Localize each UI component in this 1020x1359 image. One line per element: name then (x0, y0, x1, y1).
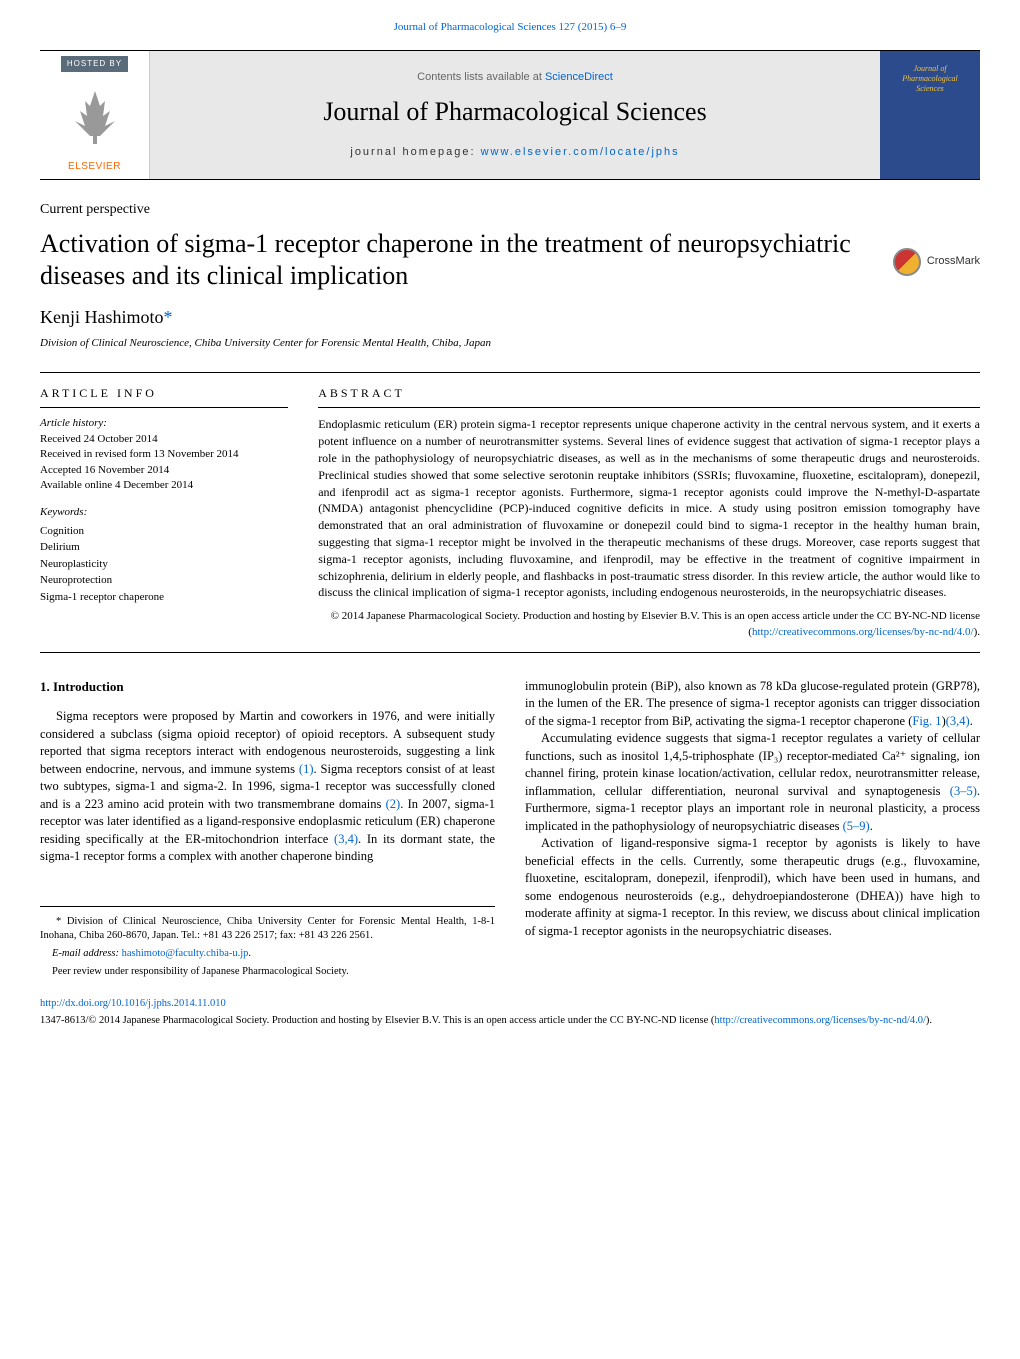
corresponding-asterisk: * (164, 307, 173, 327)
license-link[interactable]: http://creativecommons.org/licenses/by-n… (752, 626, 974, 638)
crossmark-badge[interactable]: CrossMark (893, 248, 980, 276)
journal-banner: HOSTED BY ELSEVIER Contents lists availa… (40, 50, 980, 180)
elsevier-tree-icon (65, 86, 125, 146)
article-type: Current perspective (40, 200, 980, 220)
corresponding-footnote: * Division of Clinical Neuroscience, Chi… (40, 915, 495, 944)
revised-date: Received in revised form 13 November 201… (40, 447, 288, 462)
accepted-date: Accepted 16 November 2014 (40, 463, 288, 478)
keywords-label: Keywords: (40, 505, 288, 520)
section-1-heading: 1. Introduction (40, 678, 495, 696)
email-period: . (248, 948, 251, 959)
available-date: Available online 4 December 2014 (40, 478, 288, 493)
right-column: immunoglobulin protein (BiP), also known… (525, 678, 980, 982)
keyword: Sigma-1 receptor chaperone (40, 589, 288, 606)
journal-name: Journal of Pharmacological Sciences (150, 94, 880, 130)
page-footer: http://dx.doi.org/10.1016/j.jphs.2014.11… (40, 997, 980, 1028)
col2-p1c: . (970, 714, 973, 728)
keyword: Cognition (40, 523, 288, 540)
col2-p3: Activation of ligand-responsive sigma-1 … (525, 835, 980, 940)
sciencedirect-link[interactable]: ScienceDirect (545, 71, 613, 83)
received-date: Received 24 October 2014 (40, 432, 288, 447)
article-info-heading: ARTICLE INFO (40, 385, 288, 409)
article-history: Article history: Received 24 October 201… (40, 416, 288, 493)
abstract-body: Endoplasmic reticulum (ER) protein sigma… (318, 416, 980, 601)
issn-close: ). (926, 1015, 932, 1026)
title-row: Activation of sigma-1 receptor chaperone… (40, 228, 980, 293)
author-name: Kenji Hashimoto* (40, 305, 980, 330)
contents-prefix: Contents lists available at (417, 71, 545, 83)
footnotes: * Division of Clinical Neuroscience, Chi… (40, 906, 495, 980)
journal-cover: Journal of Pharmacological Sciences (880, 51, 980, 179)
ref-2[interactable]: (2) (386, 797, 401, 811)
abstract-heading: ABSTRACT (318, 385, 980, 409)
fig-1-link[interactable]: Fig. 1 (912, 714, 941, 728)
author-affiliation: Division of Clinical Neuroscience, Chiba… (40, 336, 980, 351)
issn-copyright: 1347-8613/© 2014 Japanese Pharmacologica… (40, 1014, 980, 1029)
main-content: 1. Introduction Sigma receptors were pro… (40, 678, 980, 982)
ref-3-4b[interactable]: (3,4) (946, 714, 970, 728)
contents-line: Contents lists available at ScienceDirec… (150, 70, 880, 85)
copyright-close: ). (974, 626, 980, 638)
cover-title: Journal of Pharmacological Sciences (888, 64, 972, 93)
abstract: ABSTRACT Endoplasmic reticulum (ER) prot… (303, 373, 980, 652)
crossmark-label: CrossMark (927, 254, 980, 269)
col2-p2: Accumulating evidence suggests that sigm… (525, 730, 980, 835)
email-footnote: E-mail address: hashimoto@faculty.chiba-… (40, 947, 495, 962)
col2-p1: immunoglobulin protein (BiP), also known… (525, 678, 980, 731)
publisher-block: HOSTED BY ELSEVIER (40, 51, 150, 179)
homepage-prefix: journal homepage: (350, 146, 480, 158)
ref-3-5[interactable]: (3–5) (950, 784, 977, 798)
keyword: Neuroplasticity (40, 556, 288, 573)
email-label: E-mail address: (52, 948, 122, 959)
ref-1[interactable]: (1) (299, 762, 314, 776)
col2-p2c: . (870, 819, 873, 833)
homepage-link[interactable]: www.elsevier.com/locate/jphs (481, 146, 680, 158)
author-text: Kenji Hashimoto (40, 307, 164, 327)
doi-link[interactable]: http://dx.doi.org/10.1016/j.jphs.2014.11… (40, 998, 226, 1009)
footer-license-link[interactable]: http://creativecommons.org/licenses/by-n… (714, 1015, 926, 1026)
keywords-block: Keywords: Cognition Delirium Neuroplasti… (40, 505, 288, 605)
hosted-by-badge: HOSTED BY (61, 56, 128, 71)
keyword: Delirium (40, 539, 288, 556)
keyword: Neuroprotection (40, 572, 288, 589)
abstract-copyright: © 2014 Japanese Pharmacological Society.… (318, 609, 980, 640)
banner-center: Contents lists available at ScienceDirec… (150, 51, 880, 179)
ref-5-9[interactable]: (5–9) (843, 819, 870, 833)
col2-p2a: Accumulating evidence suggests that sigm… (525, 731, 980, 798)
intro-paragraph: Sigma receptors were proposed by Martin … (40, 708, 495, 866)
ref-3-4[interactable]: (3,4) (334, 832, 358, 846)
journal-homepage: journal homepage: www.elsevier.com/locat… (150, 145, 880, 160)
info-abstract-block: ARTICLE INFO Article history: Received 2… (40, 372, 980, 653)
history-label: Article history: (40, 416, 288, 431)
header-citation[interactable]: Journal of Pharmacological Sciences 127 … (40, 20, 980, 35)
issn-text: 1347-8613/© 2014 Japanese Pharmacologica… (40, 1015, 714, 1026)
crossmark-icon (893, 248, 921, 276)
left-column: 1. Introduction Sigma receptors were pro… (40, 678, 495, 982)
elsevier-label: ELSEVIER (68, 160, 121, 174)
peer-review-footnote: Peer review under responsibility of Japa… (40, 965, 495, 980)
article-title: Activation of sigma-1 receptor chaperone… (40, 228, 893, 293)
email-link[interactable]: hashimoto@faculty.chiba-u.jp (122, 948, 249, 959)
article-info: ARTICLE INFO Article history: Received 2… (40, 373, 303, 652)
